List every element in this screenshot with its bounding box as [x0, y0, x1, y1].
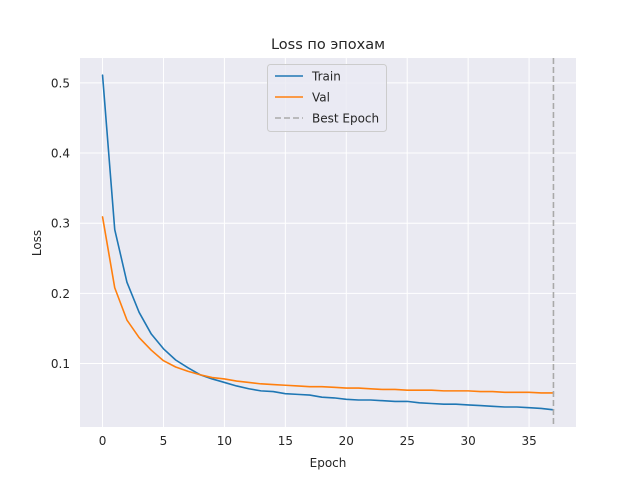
y-tick-label: 0.4 — [51, 147, 70, 161]
y-tick-label: 0.1 — [51, 357, 70, 371]
x-tick-label: 5 — [160, 434, 168, 448]
x-tick-label: 15 — [278, 434, 293, 448]
x-axis-label: Epoch — [310, 456, 347, 470]
legend-label-best-epoch: Best Epoch — [312, 112, 379, 126]
x-tick-label: 10 — [217, 434, 232, 448]
legend-label-val: Val — [312, 91, 330, 105]
tick-labels: 0 5 10 15 20 25 30 35 0.1 0.2 0.3 0.4 0.5 — [51, 76, 537, 448]
series-layer — [101, 58, 555, 427]
chart-title: Loss по эпохам — [271, 37, 385, 53]
legend-label-train: Train — [311, 70, 341, 84]
y-tick-label: 0.3 — [51, 217, 70, 231]
series-line-val — [101, 216, 555, 394]
grid — [80, 58, 576, 427]
y-tick-label: 0.2 — [51, 287, 70, 301]
y-tick-label: 0.5 — [51, 76, 70, 90]
x-tick-label: 20 — [339, 434, 354, 448]
series-line-train — [101, 74, 555, 411]
x-tick-label: 30 — [461, 434, 476, 448]
x-tick-label: 0 — [99, 434, 107, 448]
y-axis-label: Loss — [30, 230, 44, 256]
x-tick-label: 35 — [521, 434, 536, 448]
legend-box — [267, 64, 387, 132]
x-tick-label: 25 — [400, 434, 415, 448]
legend: Train Val Best Epoch — [267, 64, 387, 132]
